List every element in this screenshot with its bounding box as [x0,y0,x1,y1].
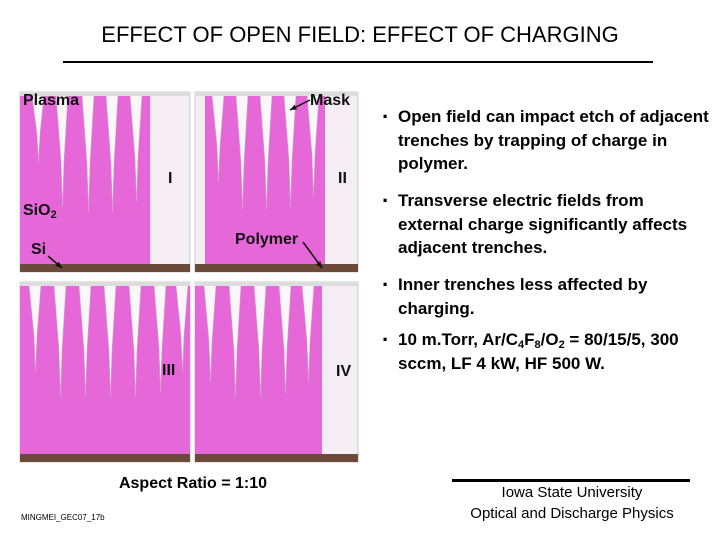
footer-rule [452,479,690,482]
title-rule [63,61,653,63]
label: Polymer [235,231,299,248]
silicon [20,454,190,462]
silicon [20,264,190,272]
affiliation: Optical and Discharge Physics [470,505,674,522]
micrographs [19,91,359,463]
caption: Aspect Ratio = 1:10 [118,475,268,492]
subscript: 2 [50,209,57,221]
bullet: Inner trenches less affected by charging… [382,273,710,320]
pointer-head [315,261,322,268]
subscript: 2 [558,339,565,351]
text: = 80/15/5, 300 sccm, LF 4 kW, HF 500 W. [398,330,679,373]
label: III [162,362,176,379]
label-part: Si [23,202,39,219]
label-part: O [38,202,51,219]
text: F [524,330,535,349]
label: I [168,170,173,187]
subscript: 4 [517,339,525,351]
mask [20,282,190,286]
bullet: Transverse electric fields from external… [382,189,710,260]
label: SiO2 [23,202,57,221]
silicon [195,454,358,462]
pointer-head [55,261,62,268]
label: IV [336,363,352,380]
mask [195,282,358,286]
text: /O [540,330,559,349]
slide-code: MINGMEI_GEC07_17b [21,513,105,522]
title: EFFECT OF OPEN FIELD: EFFECT OF CHARGING [101,22,619,47]
bullet: 10 m.Torr, Ar/C4F8/O2 = 80/15/5, 300 scc… [382,328,710,375]
subscript: 8 [534,339,541,351]
mask [195,92,358,96]
label: Mask [310,92,351,109]
bullet: Open field can impact etch of adjacent t… [382,105,710,176]
label: Plasma [23,92,80,109]
silicon [195,264,358,272]
label: Si [31,241,47,258]
label: II [338,170,347,187]
pointer-head [290,104,297,110]
mask [20,92,190,96]
text: 10 m.Torr, Ar/C [398,330,518,349]
affiliation: Iowa State University [501,484,643,501]
